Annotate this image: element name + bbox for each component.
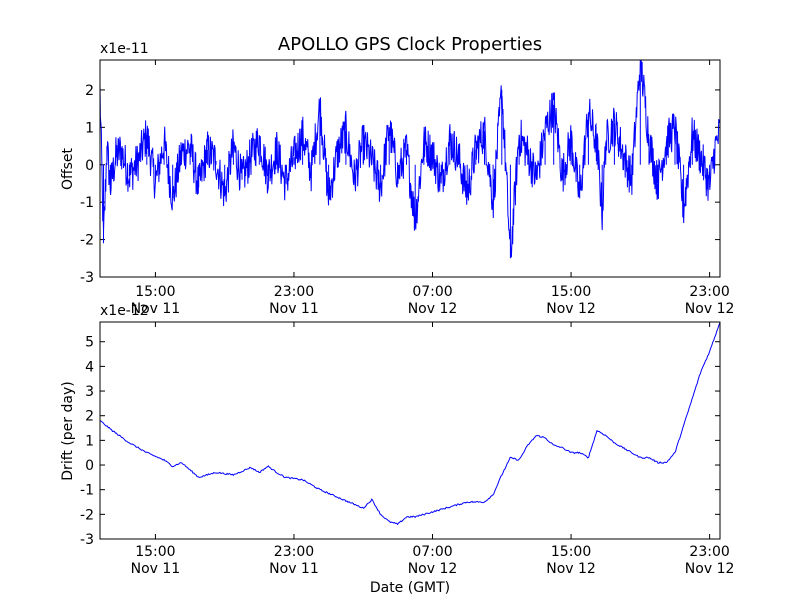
drift-y-tick-label: 0 — [85, 458, 94, 474]
drift-y-tick-label: -1 — [80, 483, 94, 499]
offset-y-tick-label: 0 — [85, 158, 94, 174]
offset-x-tick-date: Nov 12 — [408, 301, 458, 317]
drift-y-tick-label: -3 — [80, 532, 94, 548]
offset-x-tick-time: 23:00 — [274, 284, 314, 300]
chart-title: APOLLO GPS Clock Properties — [278, 34, 542, 55]
x-axis-label: Date (GMT) — [370, 580, 450, 596]
drift-x-tick-time: 15:00 — [551, 544, 591, 560]
offset-y-tick-label: -2 — [80, 233, 94, 249]
drift-y-label: Drift (per day) — [60, 381, 76, 480]
offset-x-tick-date: Nov 12 — [546, 301, 596, 317]
offset-x-tick-date: Nov 11 — [131, 301, 181, 317]
offset-series-line — [99, 59, 721, 259]
offset-x-tick-date: Nov 11 — [269, 301, 319, 317]
offset-axes-frame — [99, 59, 721, 278]
drift-x-tick-time: 07:00 — [412, 544, 452, 560]
offset-x-tick-time: 23:00 — [689, 284, 729, 300]
offset-x-tick-time: 15:00 — [551, 284, 591, 300]
drift-y-tick-label: 2 — [85, 409, 94, 425]
offset-y-tick-label: -1 — [80, 195, 94, 211]
offset-y-tick-label: 1 — [85, 120, 94, 136]
drift-panel: x1e-12 Drift (per day) -3 -2 -1 0 1 2 3 4 5 15:00… — [60, 303, 734, 577]
drift-x-tick-time: 23:00 — [274, 544, 314, 560]
offset-y-label: Offset — [60, 147, 76, 190]
drift-y-tick-label: -2 — [80, 507, 94, 523]
drift-x-tick-date: Nov 11 — [269, 561, 319, 577]
drift-x-tick-date: Nov 12 — [546, 561, 596, 577]
drift-x-tick-date: Nov 12 — [685, 561, 735, 577]
drift-scale-label: x1e-12 — [100, 303, 149, 319]
drift-y-tick-label: 1 — [85, 433, 94, 449]
drift-y-tick-label: 4 — [85, 359, 94, 375]
drift-y-tick-label: 3 — [85, 384, 94, 400]
drift-axes-frame — [99, 321, 721, 540]
offset-y-tick-label: 2 — [85, 83, 94, 99]
drift-y-tick-label: 5 — [85, 335, 94, 351]
offset-y-tick-label: -3 — [80, 270, 94, 286]
offset-x-tick-date: Nov 12 — [685, 301, 735, 317]
offset-x-tick-time: 07:00 — [412, 284, 452, 300]
drift-x-tick-date: Nov 11 — [131, 561, 181, 577]
drift-x-tick-date: Nov 12 — [408, 561, 458, 577]
offset-x-tick-time: 15:00 — [135, 284, 175, 300]
drift-x-tick-time: 23:00 — [689, 544, 729, 560]
offset-scale-label: x1e-11 — [100, 41, 149, 57]
drift-series-line — [99, 322, 721, 526]
drift-x-tick-time: 15:00 — [135, 544, 175, 560]
